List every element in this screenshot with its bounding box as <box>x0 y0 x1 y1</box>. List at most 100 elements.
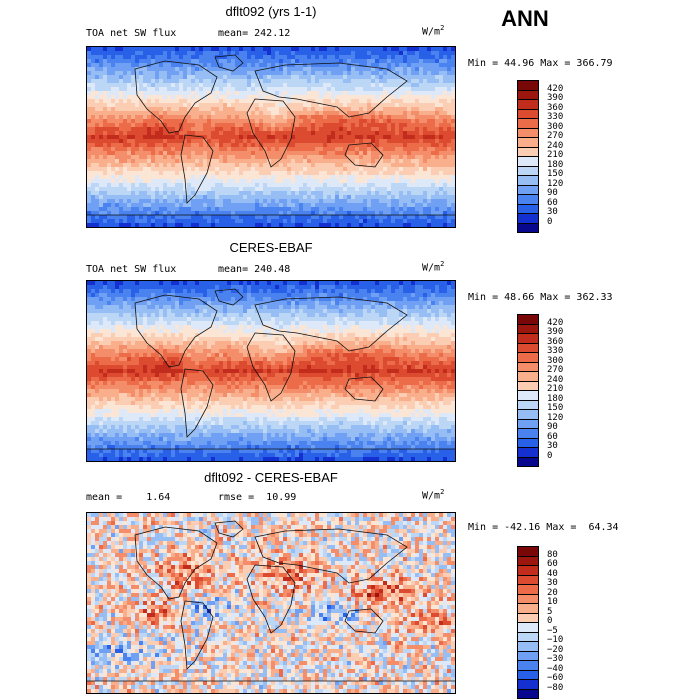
grid-cell <box>347 131 351 135</box>
grid-cell <box>387 199 391 203</box>
grid-cell <box>215 195 219 199</box>
grid-cell <box>399 79 403 83</box>
grid-cell <box>387 135 391 139</box>
grid-cell <box>99 215 103 219</box>
grid-cell <box>159 195 163 199</box>
grid-cell <box>171 95 175 99</box>
grid-cell <box>211 211 215 215</box>
grid-cell <box>95 285 99 289</box>
grid-cell <box>171 135 175 139</box>
grid-cell <box>375 207 379 211</box>
grid-cell <box>347 175 351 179</box>
grid-cell <box>191 127 195 131</box>
grid-cell <box>427 215 431 219</box>
grid-cell <box>191 309 195 313</box>
grid-cell <box>443 285 447 289</box>
grid-cell <box>91 83 95 87</box>
grid-cell <box>191 183 195 187</box>
grid-cell <box>407 103 411 107</box>
grid-cell <box>223 147 227 151</box>
grid-cell <box>395 143 399 147</box>
grid-cell <box>107 305 111 309</box>
grid-cell <box>263 305 267 309</box>
grid-cell <box>187 203 191 207</box>
grid-cell <box>395 305 399 309</box>
grid-cell <box>307 115 311 119</box>
grid-cell <box>87 305 91 309</box>
grid-cell <box>115 51 119 55</box>
grid-cell <box>115 293 119 297</box>
grid-cell <box>351 281 355 285</box>
grid-cell <box>251 87 255 91</box>
grid-cell <box>431 91 435 95</box>
grid-cell <box>435 187 439 191</box>
grid-cell <box>391 127 395 131</box>
grid-cell <box>183 83 187 87</box>
grid-cell <box>307 143 311 147</box>
grid-cell <box>359 159 363 163</box>
grid-cell <box>279 91 283 95</box>
grid-cell <box>295 293 299 297</box>
grid-cell <box>107 71 111 75</box>
grid-cell <box>367 215 371 219</box>
grid-cell <box>135 51 139 55</box>
grid-cell <box>307 79 311 83</box>
grid-cell <box>219 309 223 313</box>
grid-cell <box>119 51 123 55</box>
grid-cell <box>291 87 295 91</box>
grid-cell <box>287 183 291 187</box>
grid-cell <box>243 175 247 179</box>
grid-cell <box>167 167 171 171</box>
grid-cell <box>179 195 183 199</box>
grid-cell <box>171 171 175 175</box>
grid-cell <box>107 301 111 305</box>
grid-cell <box>435 51 439 55</box>
grid-cell <box>203 289 207 293</box>
grid-cell <box>255 289 259 293</box>
grid-cell <box>231 179 235 183</box>
grid-cell <box>283 71 287 75</box>
grid-cell <box>167 183 171 187</box>
grid-cell <box>335 223 339 227</box>
grid-cell <box>275 305 279 309</box>
grid-cell <box>311 155 315 159</box>
grid-cell <box>139 107 143 111</box>
grid-cell <box>275 163 279 167</box>
grid-cell <box>247 187 251 191</box>
grid-cell <box>327 51 331 55</box>
grid-cell <box>107 115 111 119</box>
grid-cell <box>347 167 351 171</box>
grid-cell <box>431 139 435 143</box>
grid-cell <box>223 71 227 75</box>
grid-cell <box>371 215 375 219</box>
grid-cell <box>167 111 171 115</box>
grid-cell <box>431 215 435 219</box>
grid-cell <box>359 123 363 127</box>
grid-cell <box>295 167 299 171</box>
grid-cell <box>195 309 199 313</box>
grid-cell <box>363 63 367 67</box>
grid-cell <box>99 223 103 227</box>
grid-cell <box>95 305 99 309</box>
grid-cell <box>183 111 187 115</box>
grid-cell <box>399 159 403 163</box>
grid-cell <box>279 223 283 227</box>
grid-cell <box>363 199 367 203</box>
grid-cell <box>251 219 255 223</box>
grid-cell <box>167 171 171 175</box>
grid-cell <box>419 83 423 87</box>
grid-cell <box>403 95 407 99</box>
grid-cell <box>431 179 435 183</box>
grid-cell <box>139 171 143 175</box>
panel-2-units: W/m2 <box>422 260 444 273</box>
grid-cell <box>123 71 127 75</box>
grid-cell <box>307 151 311 155</box>
grid-cell <box>131 285 135 289</box>
grid-cell <box>91 123 95 127</box>
grid-cell <box>107 83 111 87</box>
grid-cell <box>427 211 431 215</box>
grid-cell <box>111 207 115 211</box>
grid-cell <box>427 63 431 67</box>
grid-cell <box>143 123 147 127</box>
grid-cell <box>307 59 311 63</box>
